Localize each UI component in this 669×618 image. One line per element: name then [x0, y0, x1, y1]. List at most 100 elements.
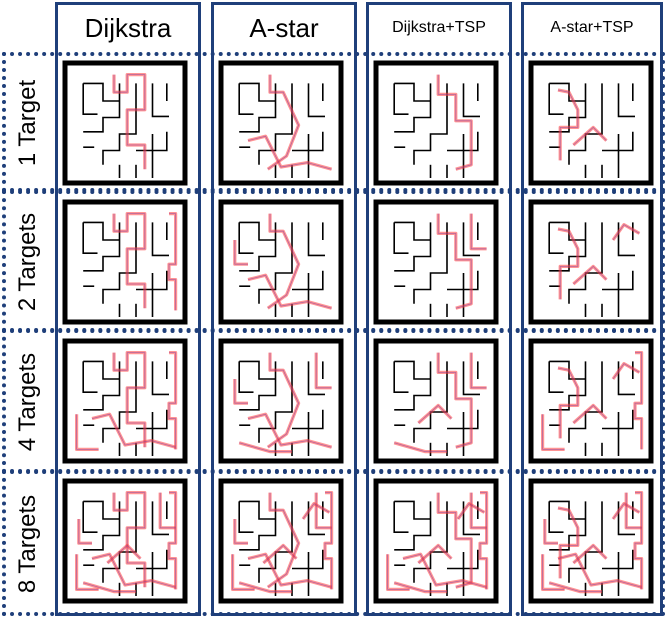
column-header-a-star: A-star	[249, 12, 319, 43]
path-route-core	[76, 414, 99, 450]
maze-wall	[394, 83, 432, 133]
maze-svg	[62, 60, 188, 186]
row-header-1-target-label: 1 Target	[14, 79, 42, 167]
path-route-core	[168, 213, 176, 311]
maze-outer-wall	[373, 478, 499, 604]
path-route-core	[247, 413, 332, 448]
path-route-core	[612, 363, 640, 380]
path-route-core	[557, 507, 579, 579]
maze-1-target-dijkstra	[62, 60, 188, 186]
maze-wall	[393, 83, 409, 116]
maze-outer-wall	[218, 338, 344, 464]
path-route-core	[234, 519, 248, 544]
maze-wall	[83, 82, 120, 102]
row-header-8-targets: 8 Targets	[6, 478, 50, 610]
maze-wall	[393, 222, 409, 255]
maze-outer-wall	[528, 338, 654, 464]
maze-wall	[617, 83, 635, 118]
maze-wall	[548, 501, 564, 534]
maze-wall	[151, 131, 168, 178]
maze-wall	[549, 361, 587, 411]
maze-svg	[218, 338, 344, 464]
maze-outer-wall	[62, 199, 188, 325]
maze-outer-wall	[62, 60, 188, 186]
path-route-core	[247, 274, 332, 309]
maze-outer-wall	[373, 199, 499, 325]
maze-wall	[394, 82, 431, 102]
maze-wall	[238, 501, 254, 534]
maze-svg	[62, 478, 188, 604]
maze-wall	[82, 361, 98, 394]
path-route-core	[549, 582, 602, 592]
maze-wall	[394, 360, 431, 380]
maze-outer-wall	[528, 60, 654, 186]
path-route-core	[557, 553, 642, 588]
maze-wall	[307, 83, 325, 118]
path-route-core	[113, 74, 146, 170]
row-header-1-target: 1 Target	[6, 60, 50, 186]
maze-svg	[528, 199, 654, 325]
path-route-core	[324, 492, 332, 590]
maze-wall	[394, 501, 432, 551]
path-route-core	[573, 544, 607, 564]
maze-svg	[373, 478, 499, 604]
path-route-core	[418, 404, 452, 424]
maze-svg	[373, 199, 499, 325]
maze-wall	[239, 360, 276, 380]
path-route-core	[232, 554, 255, 590]
path-route-core	[113, 352, 146, 448]
row-header-4-targets: 4 Targets	[6, 337, 50, 467]
maze-wall	[102, 501, 137, 583]
maze-wall	[82, 501, 98, 534]
path-route-core	[78, 519, 92, 544]
maze-wall	[102, 361, 137, 443]
maze-wall	[617, 131, 634, 178]
path-route-core	[557, 89, 579, 161]
maze-wall	[568, 501, 603, 583]
maze-wall	[239, 361, 277, 411]
maze-wall	[548, 361, 564, 394]
row-frame-8-targets	[2, 470, 665, 616]
maze-wall	[151, 361, 169, 396]
column-header-a-star-tsp: A-star+TSP	[550, 19, 634, 36]
maze-wall	[394, 361, 432, 411]
path-route-core	[634, 352, 642, 450]
maze-wall	[413, 83, 448, 165]
maze-wall	[548, 83, 564, 116]
maze-wall	[239, 83, 277, 133]
row-header-4-targets-label: 4 Targets	[14, 352, 42, 452]
path-route-core	[437, 213, 472, 309]
maze-outer-wall	[373, 60, 499, 186]
maze-wall	[549, 501, 587, 551]
path-route-core	[113, 213, 146, 309]
maze-8-targets-dijkstra	[62, 478, 188, 604]
maze-wall	[394, 500, 431, 520]
path-route-core	[107, 544, 141, 564]
path-route-core	[267, 213, 300, 309]
row-header-2-targets: 2 Targets	[6, 198, 50, 326]
maze-wall	[83, 361, 121, 411]
path-route-core	[267, 352, 300, 448]
path-route-core	[470, 213, 487, 250]
maze-wall	[413, 361, 448, 443]
maze-wall	[462, 83, 480, 118]
row-header-8-targets-label: 8 Targets	[14, 494, 42, 594]
maze-wall	[568, 361, 603, 443]
maze-wall	[394, 221, 431, 241]
path-route-core	[418, 544, 452, 564]
maze-wall	[83, 360, 120, 380]
maze-wall	[617, 270, 634, 317]
maze-wall	[102, 83, 137, 165]
maze-svg	[373, 60, 499, 186]
maze-wall	[568, 222, 603, 304]
path-route-core	[437, 74, 472, 170]
maze-wall	[239, 501, 277, 551]
maze-2-targets-dijkstra	[62, 199, 188, 325]
maze-wall	[239, 222, 277, 272]
maze-8-targets-a-star-tsp	[528, 478, 654, 604]
path-route-core	[544, 519, 558, 544]
maze-4-targets-dijkstra-tsp	[373, 338, 499, 464]
path-route-core	[247, 553, 332, 588]
path-route-core	[267, 74, 300, 170]
